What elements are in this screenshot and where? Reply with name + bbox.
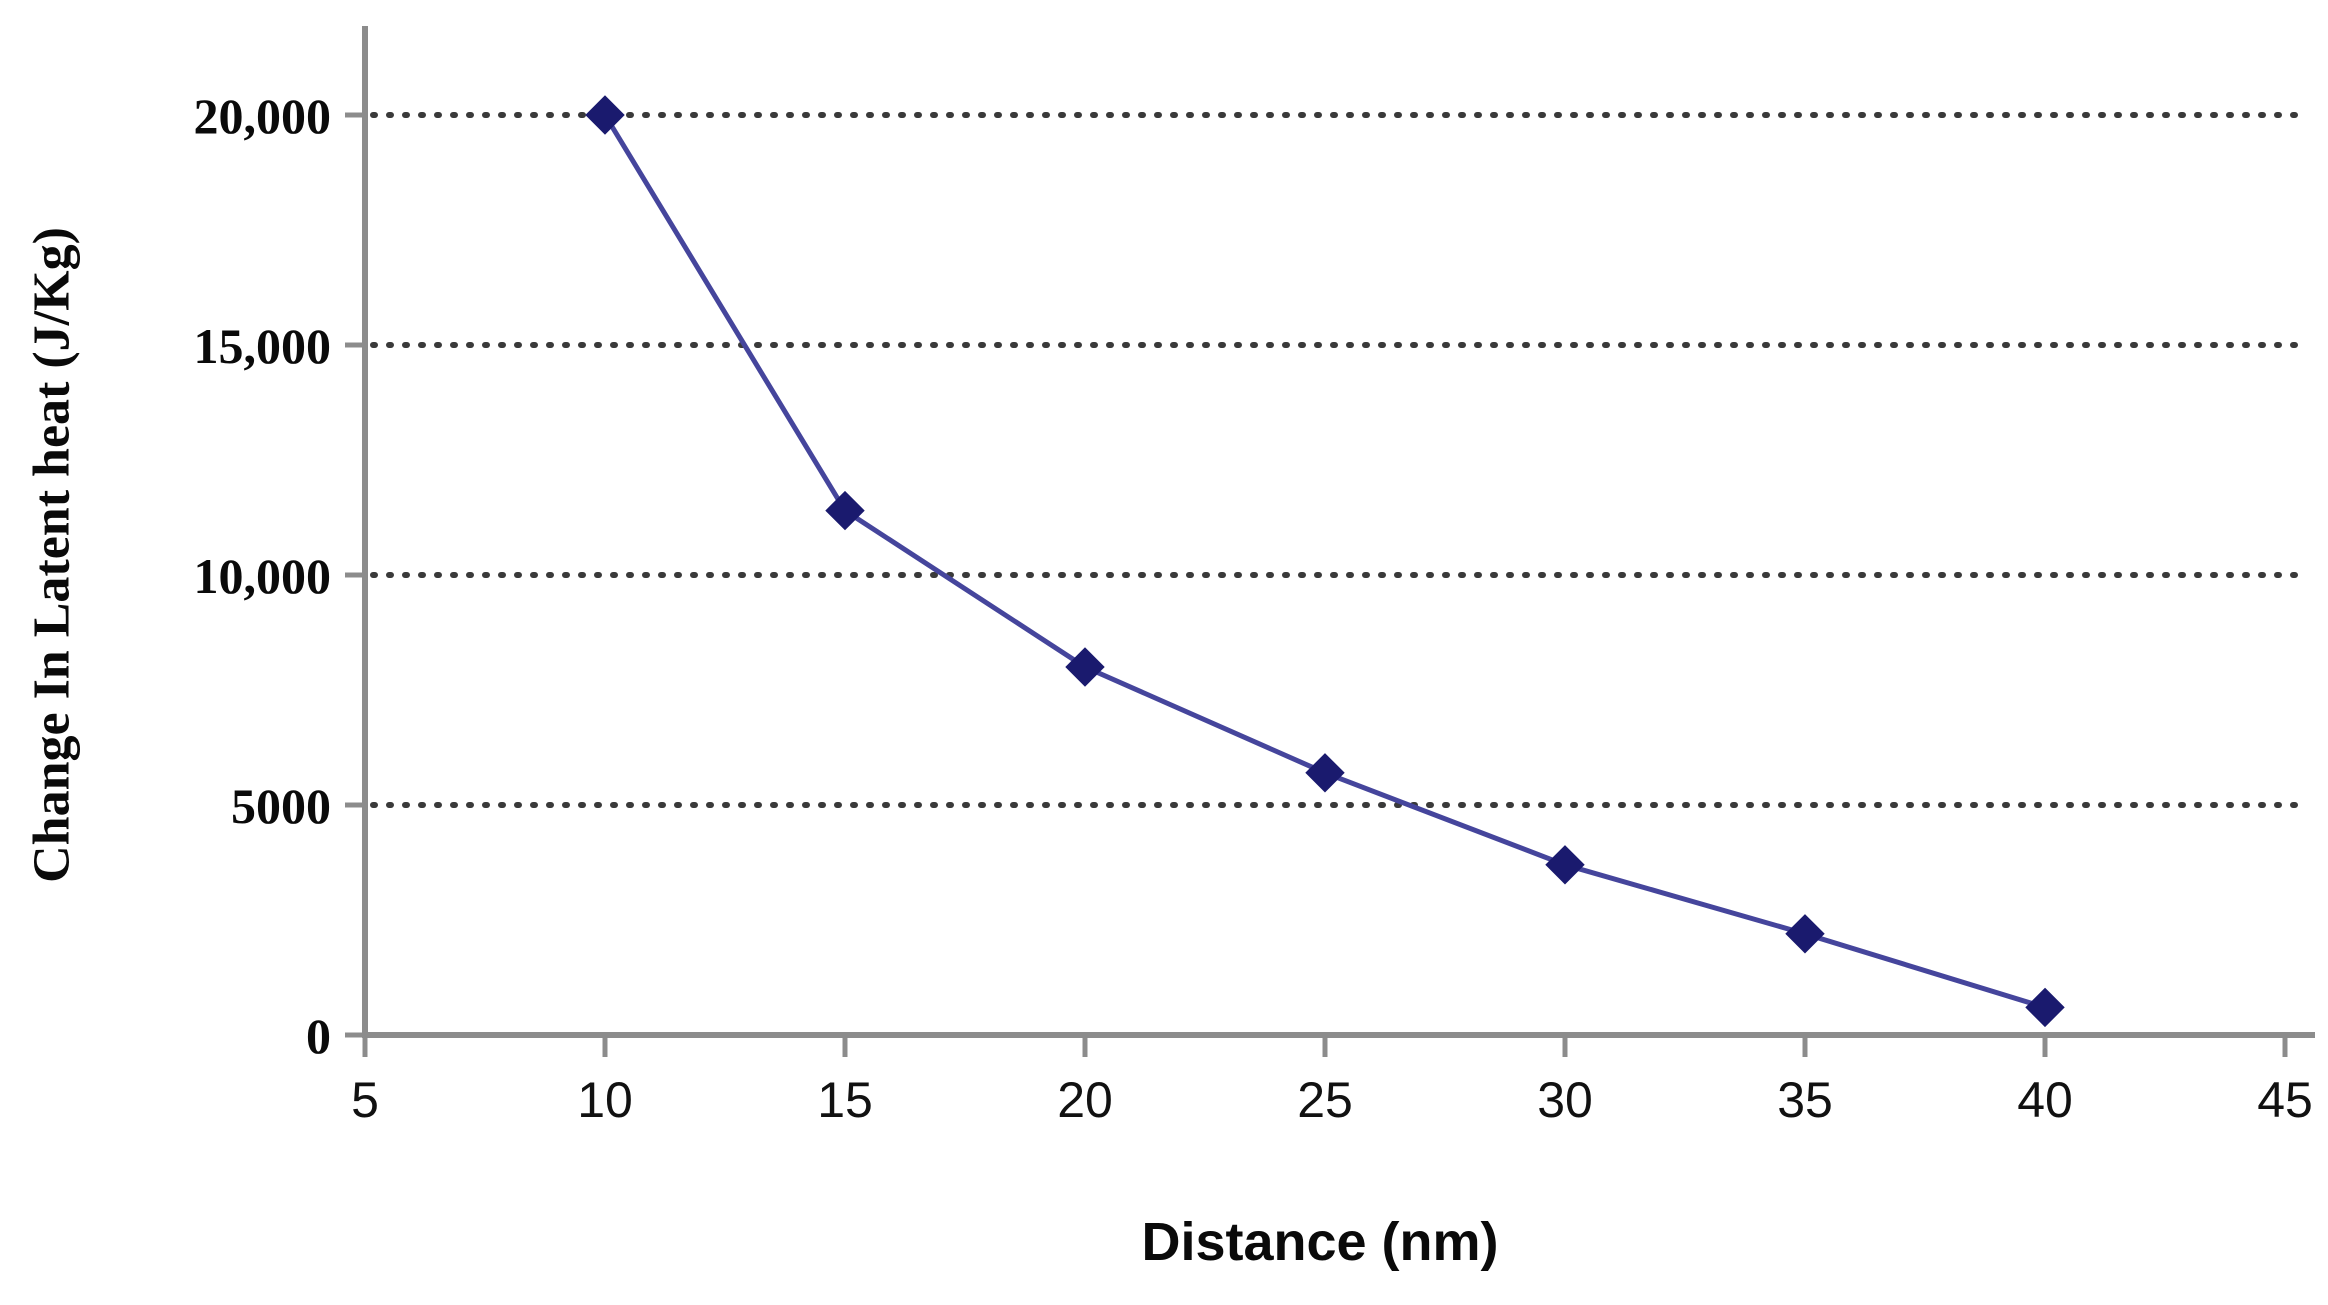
data-point-marker-x40 (2025, 987, 2065, 1028)
x-tick-label-35: 35 (1777, 1072, 1833, 1128)
data-point-marker-x15 (825, 490, 865, 531)
x-tick-label-10: 10 (577, 1072, 633, 1128)
y-tick-label-0: 0 (306, 1008, 331, 1064)
data-point-marker-x30 (1545, 845, 1585, 885)
y-tick-label-10000: 10,000 (194, 548, 332, 604)
y-tick-label-20000: 20,000 (194, 88, 332, 144)
x-tick-label-20: 20 (1057, 1072, 1113, 1128)
y-tick-label-5000: 5000 (231, 778, 331, 834)
x-axis-title: Distance (nm) (1141, 1212, 1499, 1272)
x-tick-label-25: 25 (1297, 1072, 1353, 1128)
x-tick-label-5: 5 (351, 1072, 379, 1128)
data-point-marker-x25 (1305, 753, 1345, 793)
x-tick-label-40: 40 (2017, 1072, 2073, 1128)
x-tick-label-30: 30 (1537, 1072, 1593, 1128)
data-line (602, 112, 2048, 1010)
data-point-marker-x35 (1785, 914, 1825, 954)
y-tick-label-15000: 15,000 (194, 318, 332, 374)
x-tick-label-45: 45 (2257, 1072, 2313, 1128)
data-point-marker-x20 (1065, 647, 1105, 687)
x-tick-label-15: 15 (817, 1072, 873, 1128)
y-axis-title: Change In Latent heat (J/Kg) (23, 227, 81, 883)
data-point-marker-x10 (585, 95, 625, 135)
